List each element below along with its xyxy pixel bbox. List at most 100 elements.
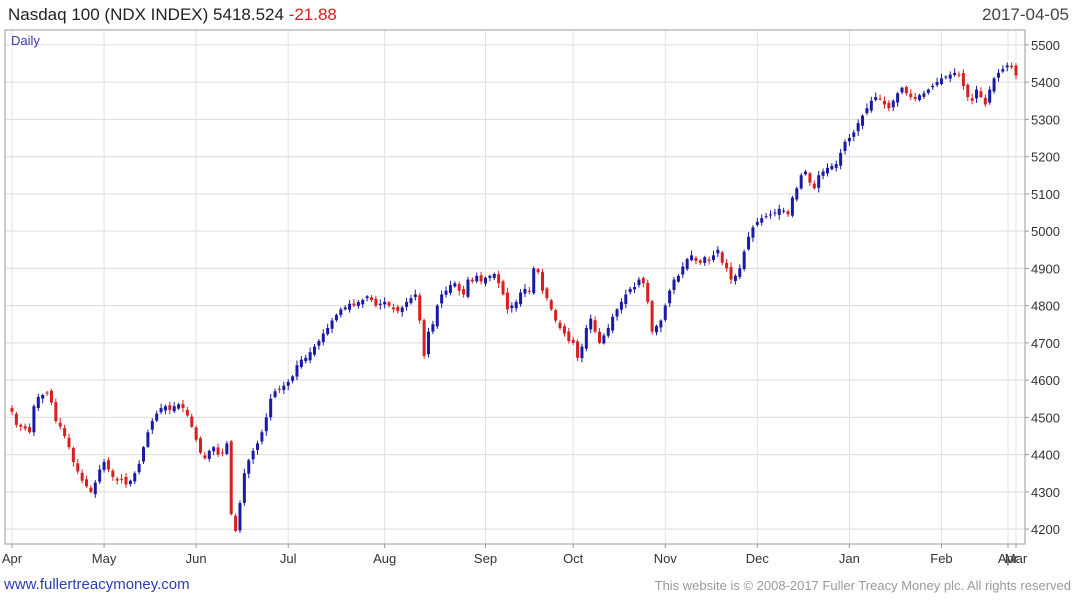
candle-body (383, 301, 387, 305)
candle-body (431, 324, 435, 332)
candle-body (497, 274, 501, 284)
candle-body (242, 473, 246, 503)
candle-body (751, 227, 755, 238)
candle-body (703, 257, 707, 263)
candle-body (115, 478, 119, 481)
candle-body (597, 331, 601, 343)
candle-body (348, 303, 352, 310)
candle-body (41, 395, 45, 399)
candle-body (365, 296, 369, 299)
candle-body (887, 102, 891, 109)
candle-body (85, 479, 89, 487)
candle-body (273, 391, 277, 398)
candle-body (124, 476, 128, 485)
candle-body (1014, 65, 1018, 76)
candle-body (251, 450, 255, 460)
candle-body (14, 413, 18, 425)
last-price: 5418.524 (213, 5, 284, 24)
x-tick-label: Feb (930, 551, 952, 566)
candle-body (1001, 69, 1005, 72)
y-tick-label: 5500 (1031, 38, 1060, 53)
candle-body (142, 447, 146, 462)
candle-body (19, 424, 23, 427)
candle-body (790, 197, 794, 216)
candle-body (843, 141, 847, 151)
x-tick-label: Sep (474, 551, 497, 566)
candle-body (374, 298, 378, 306)
candle-body (716, 249, 720, 254)
candle-body (685, 259, 689, 270)
candle-body (282, 385, 286, 390)
candle-body (505, 292, 509, 310)
candle-body (216, 447, 220, 455)
candle-body (10, 408, 14, 412)
candle-body (742, 251, 746, 269)
candle-body (720, 252, 724, 263)
candle-body (89, 487, 93, 492)
candle-body (277, 388, 281, 390)
candle-body (488, 275, 492, 278)
candle-body (882, 100, 886, 105)
candle-body (299, 359, 303, 368)
candle-body (830, 165, 834, 170)
candle-body (668, 290, 672, 304)
candle-body (264, 417, 268, 432)
candle-body (133, 473, 137, 482)
candle-body (869, 100, 873, 111)
y-tick-label: 4800 (1031, 299, 1060, 314)
candle-body (558, 322, 562, 328)
site-link[interactable]: www.fullertreacymoney.com (4, 576, 190, 593)
candle-body (611, 316, 615, 331)
candle-body (768, 214, 772, 216)
candle-body (663, 305, 667, 320)
candle-body (554, 310, 558, 321)
candle-body (63, 428, 67, 436)
candle-body (291, 376, 295, 381)
candle-body (747, 236, 751, 250)
candle-body (229, 441, 233, 515)
candle-body (738, 268, 742, 277)
candle-body (944, 76, 948, 78)
candle-body (203, 455, 207, 459)
candle-body (523, 288, 527, 294)
candle-body (58, 422, 62, 427)
y-tick-label: 5100 (1031, 187, 1060, 202)
candle-body (852, 132, 856, 137)
candle-body (168, 405, 172, 410)
candle-body (549, 300, 553, 310)
candle-body (681, 266, 685, 275)
candle-body (181, 404, 185, 409)
candle-body (440, 294, 444, 304)
candle-body (378, 303, 382, 305)
candle-body (453, 283, 457, 287)
candle-body (177, 404, 181, 409)
chart-date: 2017-04-05 (982, 5, 1069, 24)
candle-body (269, 398, 273, 418)
candle-body (391, 307, 395, 310)
candle-body (690, 255, 694, 261)
candle-body (931, 85, 935, 88)
x-tick-label: Dec (746, 551, 770, 566)
copyright-notice: This website is © 2008-2017 Fuller Treac… (654, 578, 1071, 593)
candle-body (137, 463, 141, 473)
x-tick-label: Mar (1005, 551, 1028, 566)
candle-body (1010, 65, 1014, 68)
candle-body (45, 392, 49, 394)
candle-body (861, 115, 865, 126)
candle-body (760, 218, 764, 223)
candlestick-chart: Daily 4200 4300 4400 4500 4600 4700 4800 4900 50… (2, 29, 1060, 566)
candle-body (918, 95, 922, 100)
candle-body (146, 432, 150, 447)
candle-body (76, 463, 80, 472)
candle-body (120, 478, 124, 480)
candle-body (593, 320, 597, 332)
candle-body (67, 437, 71, 448)
candle-body (628, 288, 632, 293)
candle-body (343, 307, 347, 310)
candle-body (576, 341, 580, 358)
x-tick-label: Apr (2, 551, 23, 566)
candle-body (185, 409, 189, 416)
candle-body (448, 285, 452, 293)
candle-body (953, 72, 957, 76)
candle-body (510, 305, 514, 309)
